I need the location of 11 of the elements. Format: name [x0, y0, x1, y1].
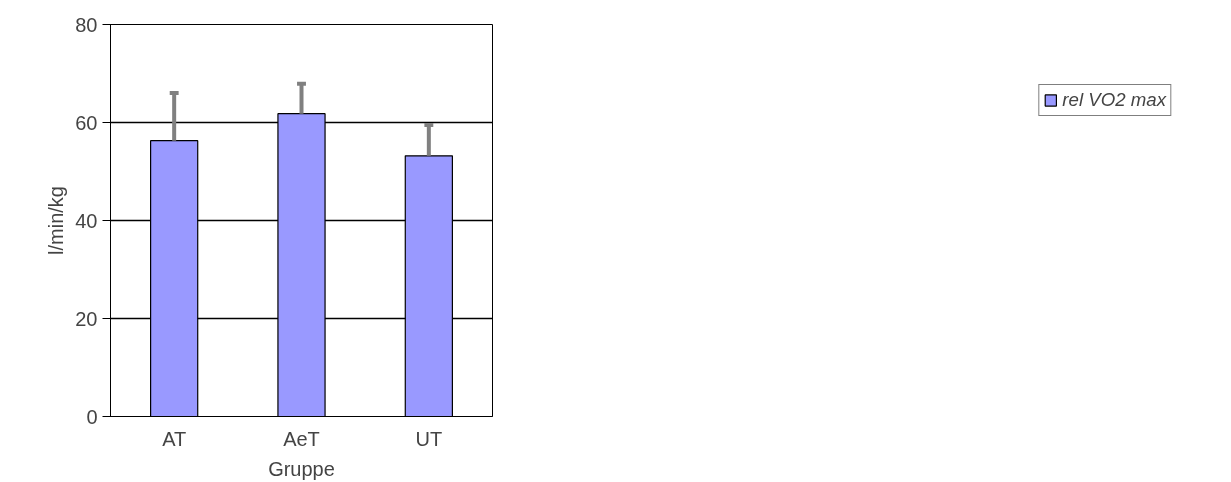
y-tick-label: 60	[75, 111, 98, 134]
y-axis-title: l/min/kg	[45, 186, 68, 255]
legend-label: rel VO2 max	[1062, 89, 1166, 111]
x-axis-title: Gruppe	[268, 457, 335, 480]
x-tick-label: AeT	[283, 427, 320, 450]
y-tick-label: 0	[86, 405, 98, 428]
x-tick-label: AT	[162, 427, 187, 450]
y-tick-label: 80	[75, 13, 98, 36]
x-tick-label: UT	[415, 427, 443, 450]
y-tick-label: 40	[75, 209, 98, 232]
y-tick-label: 20	[75, 307, 98, 330]
